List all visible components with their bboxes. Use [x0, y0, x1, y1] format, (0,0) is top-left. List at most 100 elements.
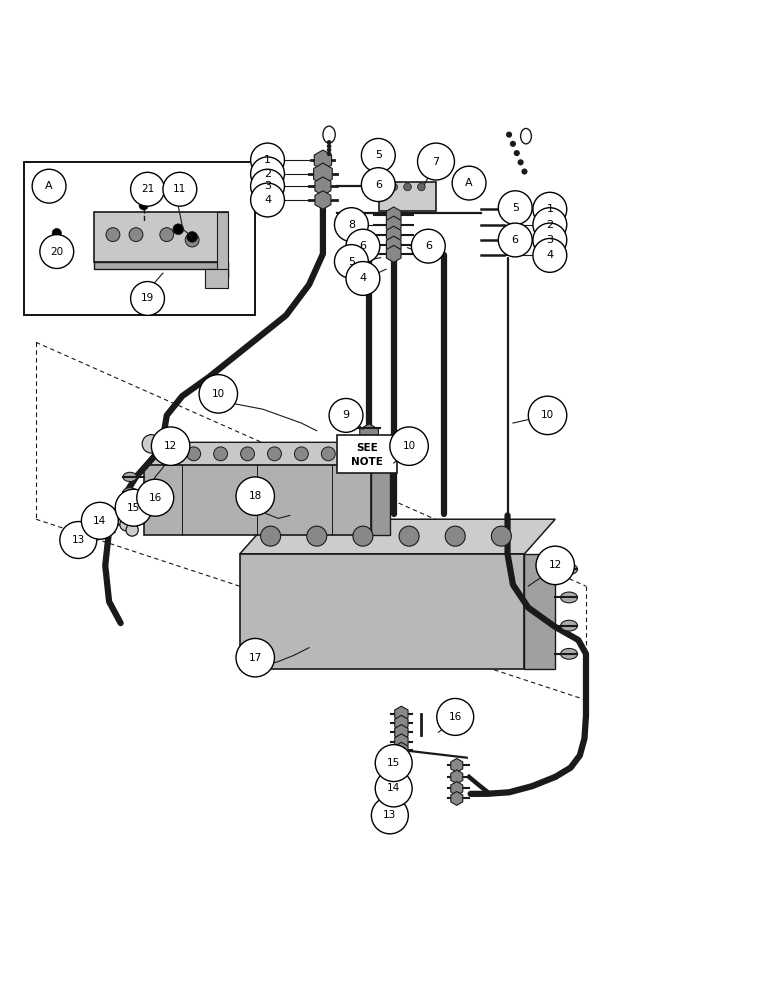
- Circle shape: [329, 398, 363, 432]
- Text: A: A: [46, 181, 53, 191]
- Text: 6: 6: [512, 235, 519, 245]
- Circle shape: [452, 166, 486, 200]
- Text: 13: 13: [383, 810, 397, 820]
- Circle shape: [251, 143, 284, 177]
- Bar: [379, 182, 436, 211]
- Text: 1: 1: [547, 204, 554, 214]
- Circle shape: [120, 518, 132, 531]
- Circle shape: [375, 745, 412, 782]
- Text: 13: 13: [72, 535, 85, 545]
- Circle shape: [348, 447, 362, 461]
- Circle shape: [506, 132, 512, 138]
- Polygon shape: [313, 163, 332, 185]
- Circle shape: [533, 238, 567, 272]
- Circle shape: [390, 183, 398, 191]
- Polygon shape: [93, 212, 229, 269]
- Circle shape: [139, 201, 148, 210]
- Circle shape: [160, 228, 174, 242]
- Text: 12: 12: [549, 560, 562, 570]
- Polygon shape: [394, 715, 408, 731]
- Circle shape: [52, 228, 62, 238]
- Circle shape: [187, 232, 198, 242]
- Circle shape: [498, 223, 532, 257]
- Polygon shape: [386, 207, 401, 224]
- Text: A: A: [466, 178, 473, 188]
- Polygon shape: [144, 442, 390, 465]
- Bar: [25, 162, 256, 315]
- Text: 3: 3: [547, 235, 554, 245]
- Polygon shape: [386, 236, 401, 253]
- Polygon shape: [386, 245, 401, 262]
- Circle shape: [185, 233, 199, 247]
- Text: 6: 6: [360, 241, 367, 251]
- Polygon shape: [386, 216, 401, 233]
- Circle shape: [236, 477, 275, 515]
- Text: 18: 18: [249, 491, 262, 501]
- Polygon shape: [314, 150, 332, 170]
- Circle shape: [251, 169, 284, 203]
- Circle shape: [251, 183, 284, 217]
- Circle shape: [418, 143, 455, 180]
- Circle shape: [40, 235, 73, 268]
- Text: 15: 15: [387, 758, 401, 768]
- Circle shape: [411, 229, 445, 263]
- Circle shape: [437, 698, 474, 735]
- Circle shape: [130, 172, 164, 206]
- Circle shape: [321, 447, 335, 461]
- Circle shape: [137, 479, 174, 516]
- Text: 16: 16: [449, 712, 462, 722]
- Polygon shape: [394, 706, 408, 722]
- Text: 20: 20: [50, 247, 63, 257]
- Text: 9: 9: [343, 410, 350, 420]
- Text: 6: 6: [375, 180, 382, 190]
- Circle shape: [142, 435, 161, 453]
- Circle shape: [346, 229, 380, 263]
- Polygon shape: [394, 725, 408, 740]
- Circle shape: [129, 228, 143, 242]
- Polygon shape: [451, 792, 462, 805]
- Circle shape: [390, 427, 428, 465]
- Polygon shape: [144, 465, 371, 535]
- Circle shape: [294, 447, 308, 461]
- Polygon shape: [360, 424, 378, 445]
- Circle shape: [199, 375, 238, 413]
- Circle shape: [214, 447, 228, 461]
- Text: 11: 11: [173, 184, 187, 194]
- Circle shape: [361, 168, 395, 202]
- Circle shape: [399, 526, 419, 546]
- Text: 4: 4: [264, 195, 271, 205]
- Circle shape: [510, 141, 516, 147]
- Circle shape: [533, 223, 567, 257]
- Circle shape: [533, 192, 567, 226]
- Circle shape: [513, 150, 520, 156]
- Circle shape: [528, 396, 567, 435]
- Circle shape: [173, 224, 184, 235]
- Circle shape: [261, 526, 280, 546]
- Circle shape: [236, 638, 275, 677]
- Circle shape: [536, 546, 574, 585]
- Circle shape: [334, 208, 368, 242]
- Polygon shape: [524, 554, 555, 669]
- Circle shape: [241, 447, 255, 461]
- Text: 19: 19: [141, 293, 154, 303]
- Text: 16: 16: [148, 493, 162, 503]
- Circle shape: [361, 138, 395, 172]
- Polygon shape: [451, 758, 462, 772]
- Polygon shape: [240, 519, 555, 554]
- Circle shape: [126, 524, 138, 536]
- Text: 10: 10: [212, 389, 225, 399]
- Circle shape: [418, 183, 425, 191]
- Circle shape: [106, 228, 120, 242]
- Text: 12: 12: [164, 441, 178, 451]
- Circle shape: [327, 148, 331, 152]
- Polygon shape: [93, 262, 229, 277]
- Circle shape: [371, 797, 408, 834]
- Text: 7: 7: [432, 157, 439, 167]
- Text: 21: 21: [141, 184, 154, 194]
- Polygon shape: [240, 554, 524, 669]
- Circle shape: [268, 447, 281, 461]
- Circle shape: [346, 262, 380, 295]
- Polygon shape: [371, 465, 390, 535]
- Text: 5: 5: [512, 203, 519, 213]
- Circle shape: [130, 282, 164, 315]
